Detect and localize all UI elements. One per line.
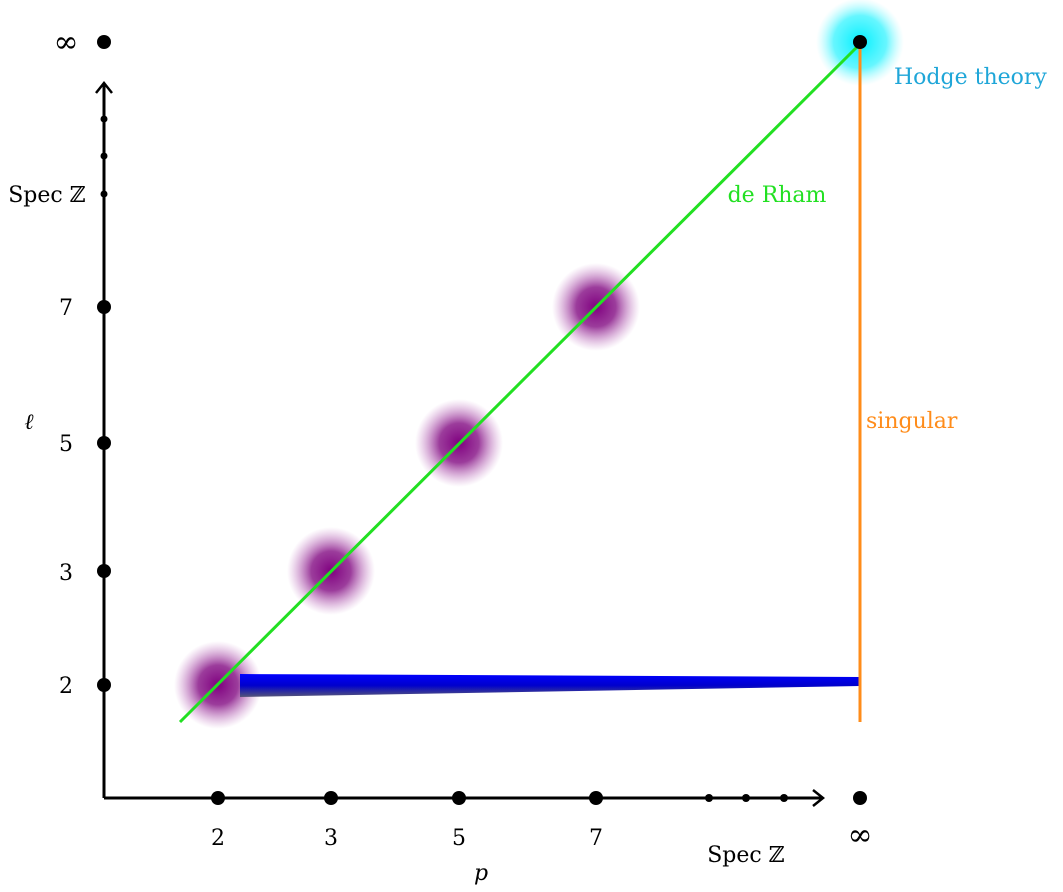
x-point-2: [211, 791, 225, 805]
y-point-2: [97, 678, 111, 692]
y-axis-arrow: [95, 80, 113, 94]
singular-label: singular: [866, 409, 958, 434]
y-infinity-label: ∞: [54, 25, 79, 60]
x-point-5: [452, 791, 466, 805]
y-point-small-3: [100, 115, 108, 123]
x-point-small-1: [705, 794, 713, 802]
x-tick-label-3: 3: [324, 826, 338, 851]
y-tick-label-7: 7: [59, 296, 73, 321]
x-tick-label-5: 5: [452, 826, 466, 851]
y-point-5: [97, 436, 111, 450]
x-point-3: [324, 791, 338, 805]
y-point-small-2: [100, 152, 108, 160]
de-rham-label: de Rham: [728, 183, 827, 208]
x-spec-label: Spec ℤ: [707, 843, 785, 868]
de-rham-line: [178, 42, 862, 724]
x-point-infinity: [853, 791, 867, 805]
x-point-7: [589, 791, 603, 805]
y-variable-label: ℓ: [24, 410, 34, 435]
y-spec-label: Spec ℤ: [8, 183, 86, 208]
x-infinity-label: ∞: [848, 818, 873, 853]
x-axis-arrow: [812, 789, 826, 807]
x-variable-label: p: [474, 861, 488, 886]
y-point-3: [97, 564, 111, 578]
y-point-small-1: [100, 190, 108, 198]
y-tick-label-2: 2: [59, 674, 73, 699]
x-tick-label-2: 2: [211, 826, 225, 851]
x-point-small-2: [742, 794, 750, 802]
x-point-small-3: [780, 794, 788, 802]
y-point-7: [97, 300, 111, 314]
hodge-label: Hodge theory: [894, 65, 1047, 90]
etale-band: [240, 674, 860, 697]
y-tick-label-5: 5: [59, 432, 73, 457]
corner-point: [853, 35, 867, 49]
y-tick-label-3: 3: [59, 561, 73, 586]
y-point-infinity: [97, 35, 111, 49]
x-tick-label-7: 7: [589, 826, 603, 851]
